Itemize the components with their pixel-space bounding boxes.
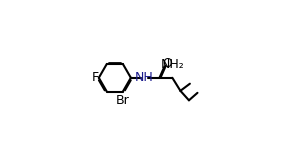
Text: Br: Br [116,94,130,107]
Text: O: O [163,57,173,70]
Text: NH: NH [135,71,154,84]
Text: NH₂: NH₂ [161,58,185,71]
Text: F: F [92,71,99,84]
